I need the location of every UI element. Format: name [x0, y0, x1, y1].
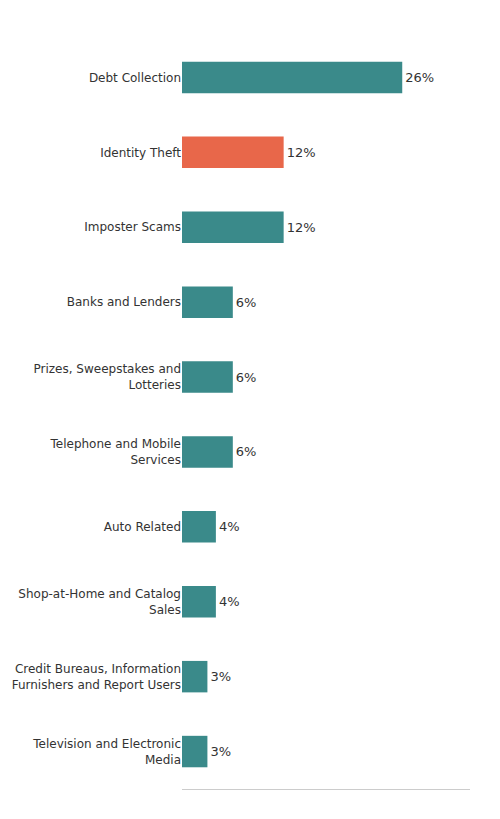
svg-text:12%: 12% — [287, 220, 316, 235]
svg-text:4%: 4% — [219, 519, 240, 534]
svg-text:3%: 3% — [210, 669, 231, 684]
svg-text:Prizes, Sweepstakes andLotteri: Prizes, Sweepstakes andLotteries — [33, 362, 181, 392]
svg-text:4%: 4% — [219, 594, 240, 609]
svg-text:Imposter Scams: Imposter Scams — [84, 220, 181, 234]
svg-text:26%: 26% — [405, 70, 434, 85]
svg-text:Debt Collection: Debt Collection — [89, 71, 181, 85]
svg-text:Telephone and MobileServices: Telephone and MobileServices — [49, 437, 181, 467]
svg-text:Credit Bureaus, InformationFur: Credit Bureaus, InformationFurnishers an… — [12, 662, 181, 692]
svg-text:6%: 6% — [236, 444, 257, 459]
svg-text:Identity Theft: Identity Theft — [100, 146, 181, 160]
svg-text:Auto Related: Auto Related — [104, 520, 181, 534]
svg-text:6%: 6% — [236, 295, 257, 310]
svg-text:Television and ElectronicMedia: Television and ElectronicMedia — [32, 737, 181, 767]
svg-text:3%: 3% — [210, 744, 231, 759]
svg-text:Banks and Lenders: Banks and Lenders — [67, 295, 181, 309]
svg-text:6%: 6% — [236, 370, 257, 385]
svg-text:Shop-at-Home and CatalogSales: Shop-at-Home and CatalogSales — [18, 587, 181, 617]
svg-text:12%: 12% — [287, 145, 316, 160]
